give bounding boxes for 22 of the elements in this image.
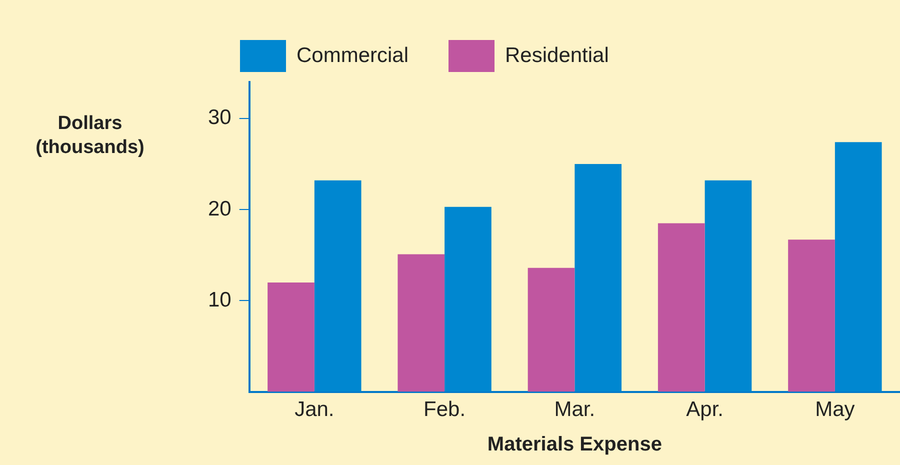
x-axis-title: Materials Expense bbox=[487, 434, 662, 456]
bar bbox=[658, 223, 705, 392]
bar bbox=[574, 164, 622, 392]
bar bbox=[398, 254, 445, 392]
x-tick-label: Apr. bbox=[686, 398, 724, 422]
legend-label: Residential bbox=[505, 44, 609, 67]
bar bbox=[268, 282, 314, 392]
y-axis-title: Dollars (thousands) bbox=[34, 112, 146, 160]
bar bbox=[444, 206, 492, 392]
bar bbox=[314, 180, 362, 392]
x-tick-label: Mar. bbox=[554, 398, 596, 422]
bar bbox=[788, 240, 835, 392]
bar bbox=[528, 268, 575, 392]
x-tick-label: May bbox=[815, 398, 856, 422]
x-tick-label: Feb. bbox=[424, 398, 466, 422]
y-tick-label: 30 bbox=[208, 106, 232, 130]
y-tick-label: 20 bbox=[208, 197, 232, 220]
bar bbox=[704, 180, 752, 392]
bar bbox=[834, 142, 882, 392]
x-tick-label: Jan. bbox=[294, 398, 334, 422]
y-tick-label: 10 bbox=[208, 288, 232, 312]
legend-label: Commercial bbox=[296, 44, 409, 67]
